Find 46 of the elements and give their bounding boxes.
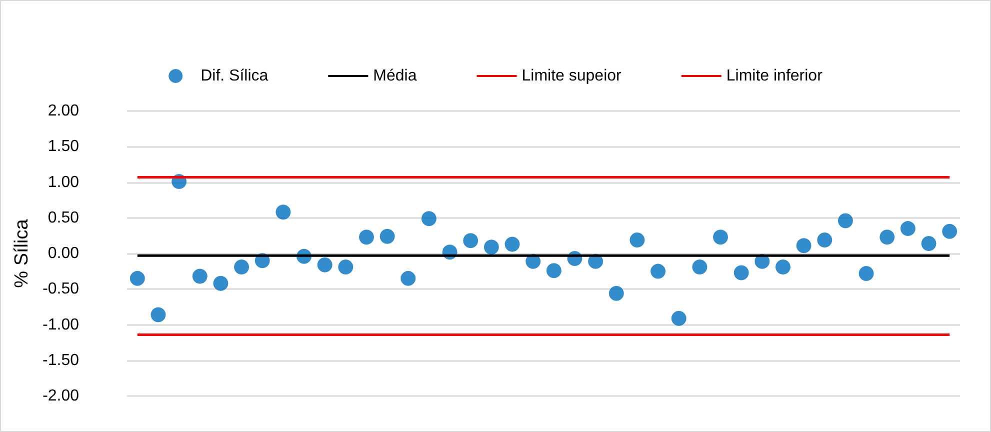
point	[276, 204, 291, 220]
point	[484, 240, 499, 255]
point	[650, 264, 666, 279]
point	[150, 307, 166, 322]
y-tick-label: 0.00	[48, 245, 80, 262]
point	[234, 260, 250, 275]
y-tick-label: -0.50	[42, 280, 80, 298]
point	[942, 224, 958, 239]
y-tick-label: 1.50	[48, 138, 80, 156]
y-axis-title: % Sílica	[12, 218, 33, 288]
y-tick-label: 2.00	[48, 102, 80, 120]
point	[858, 266, 874, 281]
point	[734, 265, 749, 280]
y-tick-label: -2.00	[42, 388, 80, 404]
point	[713, 230, 728, 245]
legend-label: Limite inferior	[726, 68, 824, 84]
point	[692, 260, 708, 275]
point	[504, 236, 520, 252]
point	[671, 310, 686, 326]
point	[463, 233, 478, 248]
legend-label: Média	[373, 68, 417, 84]
point	[338, 260, 354, 275]
legend-label: Dif. Sílica	[200, 68, 268, 84]
point	[776, 260, 790, 275]
y-tick-label: -1.50	[42, 352, 80, 369]
point	[608, 286, 624, 301]
y-tick-label: 1.00	[48, 174, 80, 191]
point	[359, 230, 374, 245]
point	[546, 263, 562, 278]
point	[921, 236, 936, 252]
point	[380, 228, 395, 244]
point	[900, 221, 916, 236]
point	[213, 276, 228, 291]
y-tick-label: 0.50	[48, 209, 80, 226]
y-tick-label: -1.00	[42, 316, 80, 334]
point	[817, 232, 832, 248]
point	[630, 232, 645, 248]
point	[838, 213, 853, 228]
legend-label: Limite supeior	[522, 68, 622, 84]
point	[400, 270, 416, 286]
point	[130, 270, 145, 286]
point	[192, 268, 208, 284]
point	[421, 211, 436, 226]
point	[317, 257, 332, 272]
point	[796, 238, 812, 254]
point	[880, 230, 895, 245]
